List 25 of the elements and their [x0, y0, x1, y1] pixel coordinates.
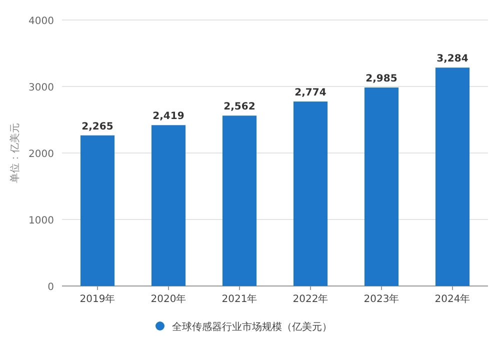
x-tick-label: 2020年	[150, 293, 186, 305]
legend-label: 全球传感器行业市场规模（亿美元）	[172, 321, 332, 333]
bar	[293, 102, 328, 286]
bar	[80, 135, 115, 286]
data-label: 2,265	[82, 121, 114, 132]
bar	[222, 116, 257, 286]
bar	[151, 125, 186, 286]
data-label: 2,562	[224, 102, 256, 113]
y-tick-label: 3000	[28, 82, 54, 94]
x-tick-label: 2021年	[222, 293, 258, 305]
x-tick-label: 2019年	[80, 293, 116, 305]
y-tick-label: 4000	[28, 16, 54, 27]
y-tick-label: 0	[48, 282, 54, 293]
y-tick-label: 2000	[28, 149, 54, 160]
data-label: 3,284	[436, 54, 468, 65]
bar	[435, 68, 470, 286]
data-label: 2,419	[152, 111, 184, 122]
x-tick-label: 2023年	[364, 293, 400, 305]
bar	[364, 88, 399, 286]
y-tick-label: 1000	[28, 216, 54, 226]
x-tick-label: 2024年	[434, 293, 470, 305]
y-axis-title: 单位：亿美元	[9, 123, 21, 183]
data-label: 2,774	[294, 88, 326, 99]
x-tick-label: 2022年	[292, 293, 328, 305]
data-label: 2,985	[366, 73, 398, 84]
